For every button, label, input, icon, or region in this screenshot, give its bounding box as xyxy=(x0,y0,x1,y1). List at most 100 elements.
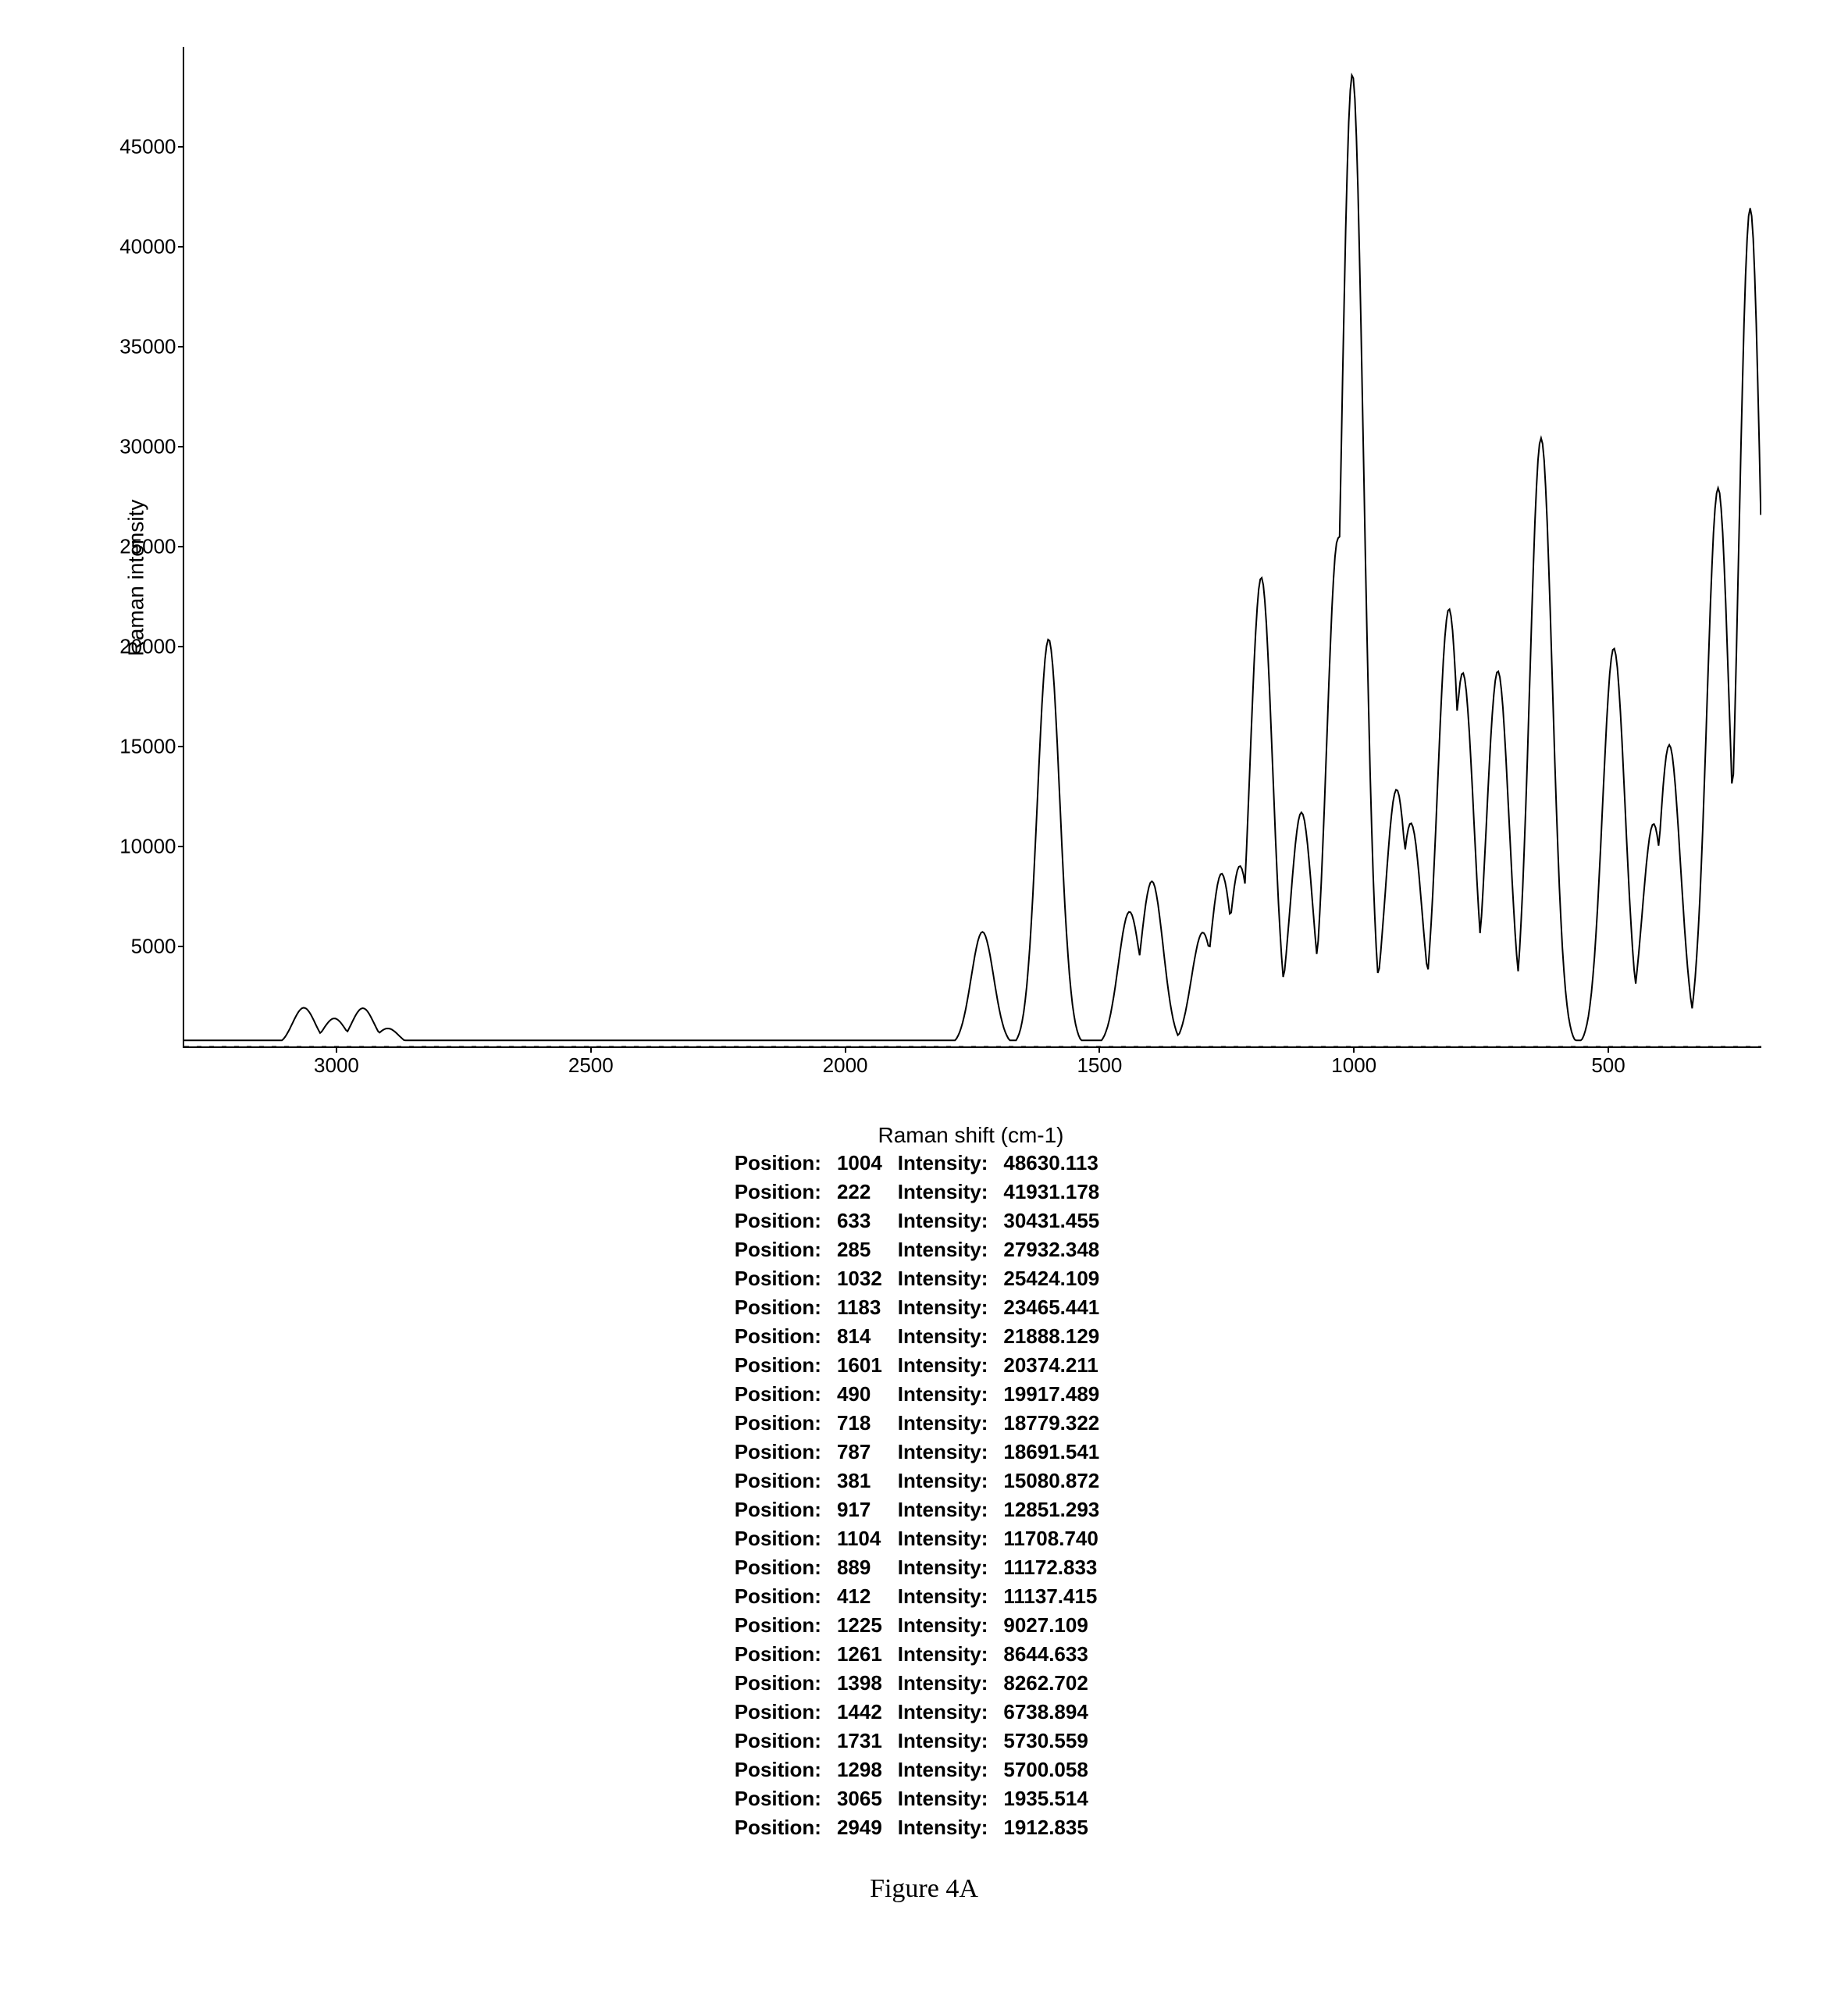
y-tick-label: 5000 xyxy=(98,935,176,959)
x-tick-mark xyxy=(1098,1046,1100,1053)
intensity-value: 19917.489 xyxy=(1003,1381,1113,1408)
intensity-value: 9027.109 xyxy=(1003,1612,1113,1639)
intensity-label: Intensity: xyxy=(898,1525,1002,1552)
position-value: 814 xyxy=(837,1323,896,1350)
intensity-label: Intensity: xyxy=(898,1785,1002,1812)
position-label: Position: xyxy=(735,1410,835,1437)
intensity-value: 20374.211 xyxy=(1003,1352,1113,1379)
position-value: 3065 xyxy=(837,1785,896,1812)
position-value: 1398 xyxy=(837,1670,896,1697)
intensity-value: 11708.740 xyxy=(1003,1525,1113,1552)
x-axis-label: Raman shift (cm-1) xyxy=(183,1123,1760,1148)
intensity-label: Intensity: xyxy=(898,1381,1002,1408)
table-row: Position:222Intensity:41931.178 xyxy=(735,1178,1114,1206)
intensity-label: Intensity: xyxy=(898,1612,1002,1639)
table-row: Position:1004Intensity:48630.113 xyxy=(735,1149,1114,1177)
y-tick-label: 35000 xyxy=(98,335,176,359)
intensity-label: Intensity: xyxy=(898,1294,1002,1321)
position-label: Position: xyxy=(735,1698,835,1726)
y-tick-mark xyxy=(178,746,184,747)
intensity-value: 1912.835 xyxy=(1003,1814,1113,1841)
y-tick-mark xyxy=(178,246,184,248)
intensity-label: Intensity: xyxy=(898,1583,1002,1610)
intensity-label: Intensity: xyxy=(898,1236,1002,1264)
table-row: Position:718Intensity:18779.322 xyxy=(735,1410,1114,1437)
position-label: Position: xyxy=(735,1467,835,1495)
position-value: 633 xyxy=(837,1207,896,1235)
intensity-value: 15080.872 xyxy=(1003,1467,1113,1495)
intensity-value: 5730.559 xyxy=(1003,1727,1113,1755)
intensity-label: Intensity: xyxy=(898,1352,1002,1379)
table-row: Position:1442Intensity:6738.894 xyxy=(735,1698,1114,1726)
position-label: Position: xyxy=(735,1814,835,1841)
intensity-value: 11172.833 xyxy=(1003,1554,1113,1581)
intensity-label: Intensity: xyxy=(898,1554,1002,1581)
position-value: 1731 xyxy=(837,1727,896,1755)
position-value: 917 xyxy=(837,1496,896,1524)
position-value: 222 xyxy=(837,1178,896,1206)
intensity-value: 41931.178 xyxy=(1003,1178,1113,1206)
table-row: Position:814Intensity:21888.129 xyxy=(735,1323,1114,1350)
x-tick-mark xyxy=(590,1046,592,1053)
position-value: 1104 xyxy=(837,1525,896,1552)
position-label: Position: xyxy=(735,1785,835,1812)
table-row: Position:490Intensity:19917.489 xyxy=(735,1381,1114,1408)
table-row: Position:633Intensity:30431.455 xyxy=(735,1207,1114,1235)
x-tick-label: 3000 xyxy=(314,1053,359,1078)
position-label: Position: xyxy=(735,1670,835,1697)
table-row: Position:2949Intensity:1912.835 xyxy=(735,1814,1114,1841)
intensity-value: 12851.293 xyxy=(1003,1496,1113,1524)
table-row: Position:889Intensity:11172.833 xyxy=(735,1554,1114,1581)
position-label: Position: xyxy=(735,1207,835,1235)
position-value: 718 xyxy=(837,1410,896,1437)
position-value: 1032 xyxy=(837,1265,896,1292)
table-row: Position:285Intensity:27932.348 xyxy=(735,1236,1114,1264)
table-row: Position:787Intensity:18691.541 xyxy=(735,1438,1114,1466)
x-tick-mark xyxy=(336,1046,337,1053)
y-axis-label: Raman intensity xyxy=(123,500,148,657)
x-tick-mark xyxy=(845,1046,846,1053)
position-label: Position: xyxy=(735,1294,835,1321)
table-row: Position:917Intensity:12851.293 xyxy=(735,1496,1114,1524)
y-tick-mark xyxy=(178,446,184,447)
position-value: 1261 xyxy=(837,1641,896,1668)
position-label: Position: xyxy=(735,1438,835,1466)
y-tick-label: 10000 xyxy=(98,835,176,859)
intensity-value: 27932.348 xyxy=(1003,1236,1113,1264)
intensity-value: 48630.113 xyxy=(1003,1149,1113,1177)
intensity-value: 1935.514 xyxy=(1003,1785,1113,1812)
x-tick-mark xyxy=(1608,1046,1609,1053)
position-label: Position: xyxy=(735,1756,835,1784)
position-value: 285 xyxy=(837,1236,896,1264)
x-tick-label: 2500 xyxy=(568,1053,614,1078)
y-tick-mark xyxy=(178,846,184,847)
position-value: 1298 xyxy=(837,1756,896,1784)
position-value: 1601 xyxy=(837,1352,896,1379)
intensity-label: Intensity: xyxy=(898,1323,1002,1350)
intensity-label: Intensity: xyxy=(898,1496,1002,1524)
position-label: Position: xyxy=(735,1178,835,1206)
position-value: 2949 xyxy=(837,1814,896,1841)
table-row: Position:1601Intensity:20374.211 xyxy=(735,1352,1114,1379)
intensity-value: 18691.541 xyxy=(1003,1438,1113,1466)
intensity-label: Intensity: xyxy=(898,1410,1002,1437)
y-tick-label: 40000 xyxy=(98,235,176,259)
y-tick-mark xyxy=(178,546,184,547)
raman-spectrum-chart: Raman intensity 500010000150002000025000… xyxy=(66,31,1783,1125)
table-row: Position:1183Intensity:23465.441 xyxy=(735,1294,1114,1321)
position-label: Position: xyxy=(735,1641,835,1668)
position-value: 889 xyxy=(837,1554,896,1581)
figure-caption: Figure 4A xyxy=(31,1874,1817,1904)
position-label: Position: xyxy=(735,1381,835,1408)
y-tick-label: 15000 xyxy=(98,735,176,759)
x-tick-label: 1000 xyxy=(1331,1053,1376,1078)
table-row: Position:381Intensity:15080.872 xyxy=(735,1467,1114,1495)
intensity-label: Intensity: xyxy=(898,1756,1002,1784)
intensity-value: 5700.058 xyxy=(1003,1756,1113,1784)
intensity-value: 11137.415 xyxy=(1003,1583,1113,1610)
intensity-label: Intensity: xyxy=(898,1698,1002,1726)
x-tick-mark xyxy=(1353,1046,1355,1053)
position-label: Position: xyxy=(735,1525,835,1552)
y-tick-mark xyxy=(178,646,184,647)
position-value: 787 xyxy=(837,1438,896,1466)
